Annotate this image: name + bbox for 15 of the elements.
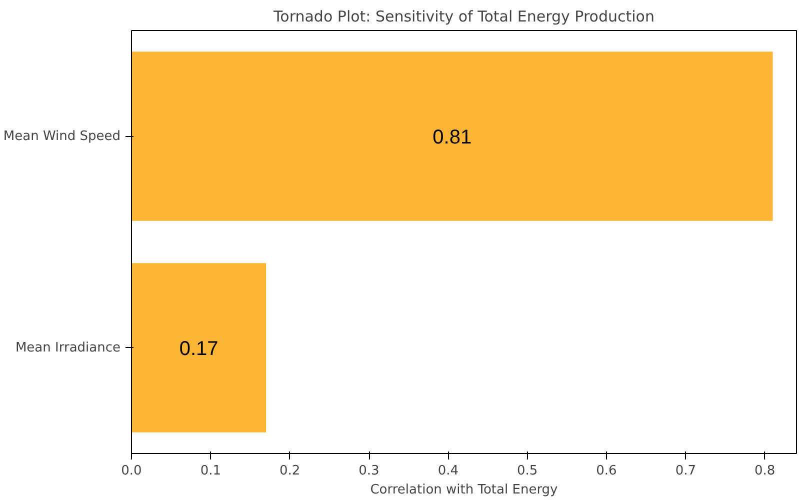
x-tick-label: 0.8 [754,464,776,478]
data-label: 0.17 [179,338,218,360]
x-tick-label: 0.5 [516,464,538,478]
chart-title: Tornado Plot: Sensitivity of Total Energy Production [272,8,654,26]
x-tick-label: 0.3 [358,464,380,478]
x-axis-title: Correlation with Total Energy [370,482,558,498]
data-label: 0.81 [432,126,472,148]
y-tick-label: Mean Wind Speed [3,128,120,144]
y-tick-label: Mean Irradiance [15,340,121,356]
x-tick-label: 0.6 [596,464,617,478]
x-tick-label: 0.2 [279,464,300,478]
x-tick-label: 0.1 [200,464,222,478]
x-tick-label: 0.7 [675,464,696,478]
x-tick-label: 0.0 [121,464,142,478]
x-tick-label: 0.4 [438,464,459,478]
